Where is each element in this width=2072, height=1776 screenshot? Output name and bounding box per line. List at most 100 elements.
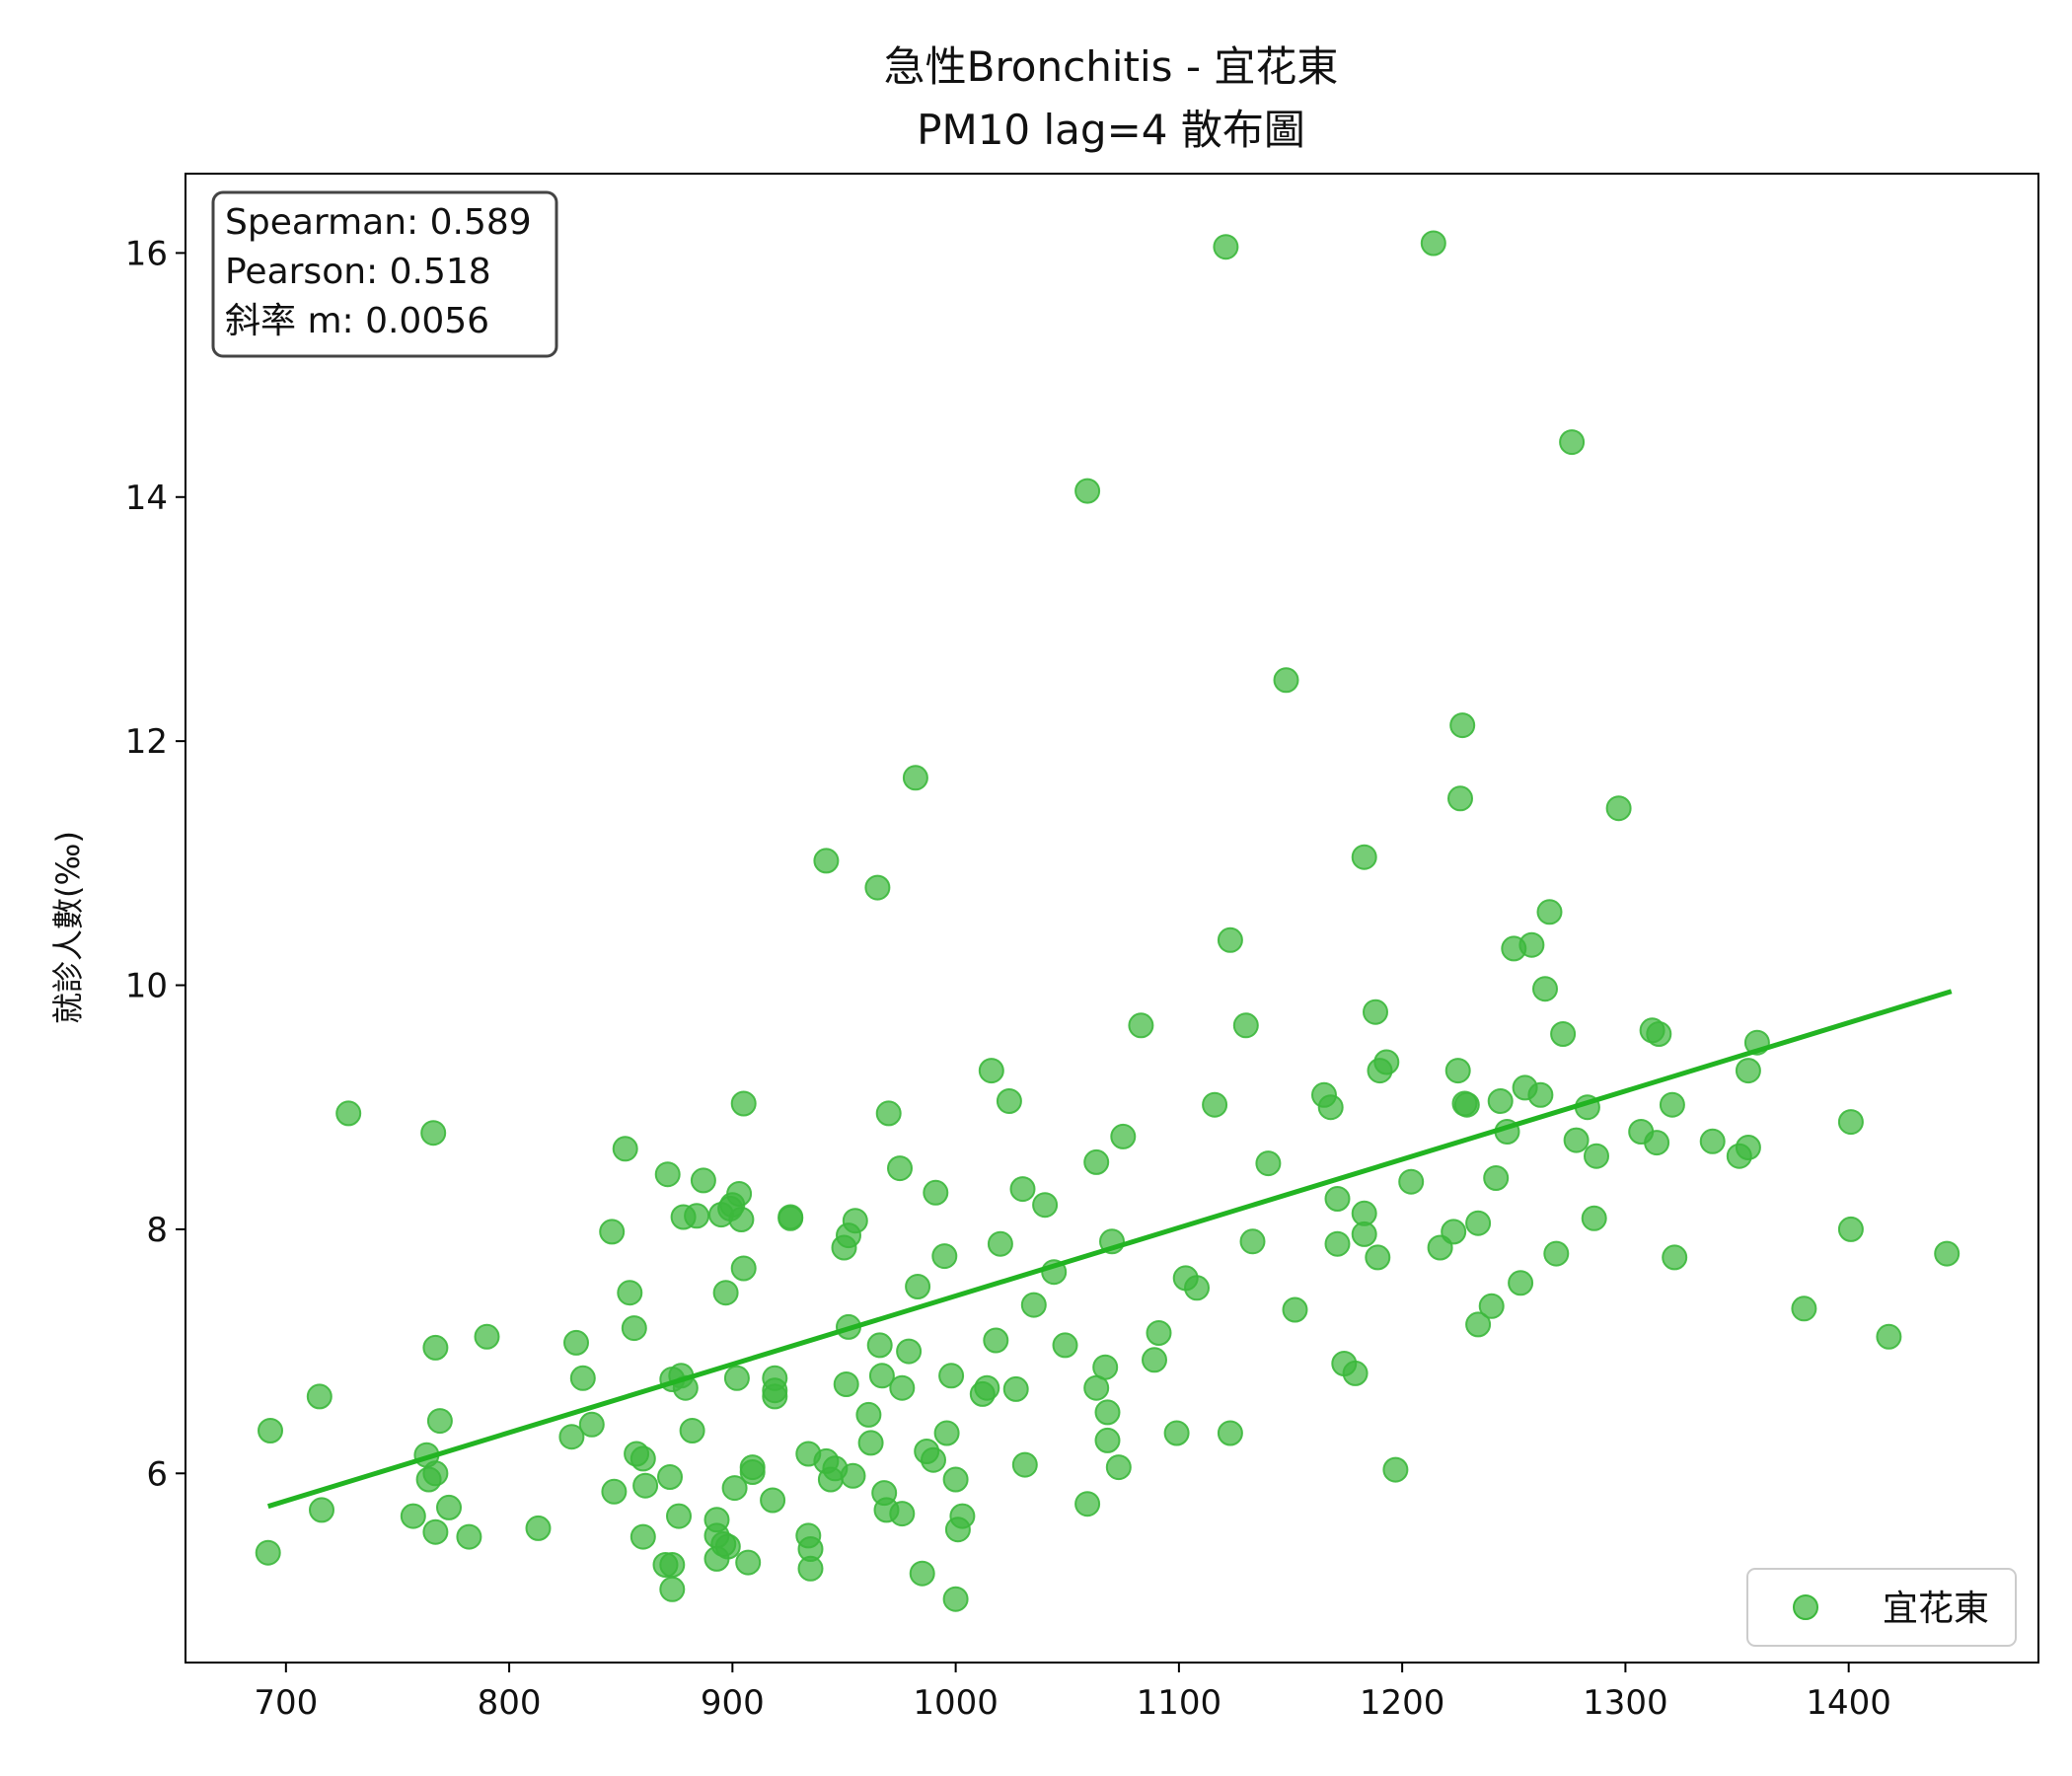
data-point [1559,429,1586,456]
data-point [1478,1293,1505,1319]
data-point [258,1418,283,1443]
legend-frame [1746,1568,2017,1647]
data-point [726,1181,753,1207]
data-point [1532,976,1558,1002]
data-point [629,1523,656,1550]
data-point [1382,1456,1409,1483]
data-point [1002,1375,1029,1402]
data-point [1317,1094,1344,1121]
data-point [1128,1012,1154,1039]
data-point [617,1280,643,1306]
data-point [1324,1186,1351,1212]
data-point [422,1518,449,1545]
x-tick-label: 1300 [1583,1683,1668,1723]
data-point [335,1100,362,1127]
data-point [1052,1332,1078,1359]
data-point [563,1329,589,1356]
data-point [721,1475,748,1502]
data-point [1094,1399,1121,1426]
data-point [723,1365,750,1391]
data-point [621,1315,647,1342]
data-point [1342,1360,1369,1386]
regression-line [266,989,1953,1510]
data-point [1934,1240,1961,1267]
data-point [690,1167,716,1194]
chart-title-line2: PM10 lag=4 散布圖 [917,106,1305,154]
data-point [1146,1320,1172,1346]
data-point [1324,1230,1351,1257]
data-point [714,1533,741,1560]
y-tick-label: 16 [125,234,168,273]
data-point [987,1230,1013,1257]
data-point [813,848,840,874]
data-point [866,1332,893,1359]
data-point [569,1365,596,1391]
data-point [889,1374,916,1401]
data-point [730,1090,757,1117]
data-point [855,1401,882,1428]
data-point [1563,1127,1590,1153]
data-point [840,1462,866,1489]
legend-label: 宜花東 [1883,1589,1989,1629]
data-point [422,1334,449,1361]
data-point [905,1274,931,1299]
data-point [1441,1219,1467,1245]
data-point [474,1323,500,1350]
data-point [938,1363,965,1389]
data-point [657,1464,683,1490]
data-point [1232,1012,1259,1039]
y-tick-label: 10 [125,967,168,1006]
data-point [921,1446,946,1473]
data-point [599,1219,626,1245]
data-point [1876,1323,1902,1350]
data-point [1735,1058,1761,1084]
y-tick-label: 14 [125,479,168,518]
data-point [1398,1168,1425,1195]
data-point [974,1374,1000,1401]
data-point [1508,1270,1534,1296]
data-point [679,1418,705,1443]
data-point [306,1383,333,1410]
data-point [712,1280,739,1306]
x-tick-label: 1400 [1806,1683,1891,1723]
data-point [1363,999,1388,1025]
data-point [1202,1091,1228,1118]
data-point [1110,1123,1137,1149]
data-point [1239,1228,1266,1255]
data-point [1662,1244,1688,1271]
data-point [1351,844,1377,870]
data-point [797,1555,824,1582]
data-point [735,1549,762,1576]
data-point [1351,1221,1377,1247]
data-point [864,874,891,901]
data-point [1020,1292,1047,1318]
x-tick-label: 800 [478,1683,542,1723]
data-point [632,1472,659,1499]
data-point [942,1586,969,1612]
data-point [1255,1150,1282,1177]
data-point [1282,1296,1308,1323]
data-point [1518,931,1545,958]
data-point [1447,785,1473,812]
x-tick-label: 700 [254,1683,318,1723]
data-point [1444,1058,1471,1084]
data-point [842,1208,868,1234]
data-point [525,1515,552,1541]
data-point [436,1494,462,1520]
data-point [1217,926,1243,953]
data-point [1487,1088,1514,1114]
data-point [983,1327,1009,1354]
data-point [1581,1205,1607,1231]
data-point [1453,1091,1480,1118]
data-point [833,1371,859,1397]
data-point [1092,1354,1119,1380]
data-point [1011,1451,1038,1478]
data-point [1543,1240,1570,1267]
data-point [1735,1135,1761,1160]
data-point [1837,1109,1864,1136]
data-point [933,1420,960,1446]
data-point [1465,1311,1492,1338]
data-point [887,1155,913,1182]
data-point [949,1503,976,1529]
